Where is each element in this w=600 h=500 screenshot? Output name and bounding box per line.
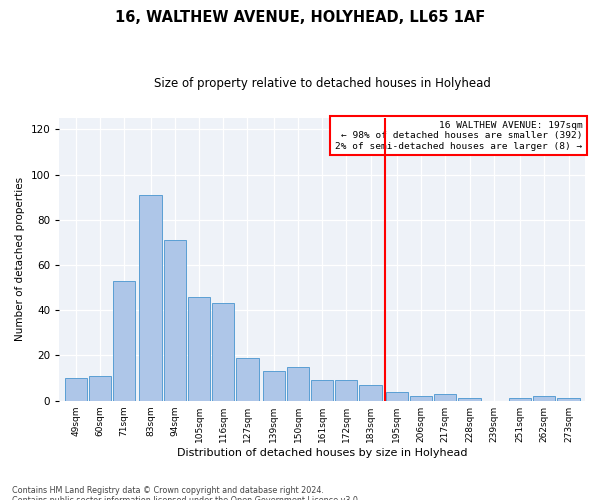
Bar xyxy=(236,358,259,401)
Y-axis label: Number of detached properties: Number of detached properties xyxy=(15,178,25,342)
Bar xyxy=(188,296,210,401)
Bar xyxy=(212,304,235,400)
Text: Contains public sector information licensed under the Open Government Licence v3: Contains public sector information licen… xyxy=(12,496,361,500)
Bar xyxy=(410,396,432,400)
Title: Size of property relative to detached houses in Holyhead: Size of property relative to detached ho… xyxy=(154,78,491,90)
Bar xyxy=(359,385,382,400)
Bar xyxy=(533,396,556,400)
Bar xyxy=(113,281,136,400)
Text: 16, WALTHEW AVENUE, HOLYHEAD, LL65 1AF: 16, WALTHEW AVENUE, HOLYHEAD, LL65 1AF xyxy=(115,10,485,25)
Text: Contains HM Land Registry data © Crown copyright and database right 2024.: Contains HM Land Registry data © Crown c… xyxy=(12,486,324,495)
Bar xyxy=(386,392,408,400)
Bar xyxy=(263,372,285,400)
Bar xyxy=(557,398,580,400)
Bar xyxy=(164,240,186,400)
Text: 16 WALTHEW AVENUE: 197sqm
← 98% of detached houses are smaller (392)
2% of semi-: 16 WALTHEW AVENUE: 197sqm ← 98% of detac… xyxy=(335,121,583,150)
Bar xyxy=(434,394,457,400)
Bar xyxy=(89,376,111,400)
Bar xyxy=(65,378,87,400)
Bar xyxy=(458,398,481,400)
Bar xyxy=(509,398,531,400)
Bar xyxy=(335,380,358,400)
Bar xyxy=(287,367,309,400)
Bar xyxy=(139,195,162,400)
Bar xyxy=(311,380,333,400)
X-axis label: Distribution of detached houses by size in Holyhead: Distribution of detached houses by size … xyxy=(177,448,467,458)
